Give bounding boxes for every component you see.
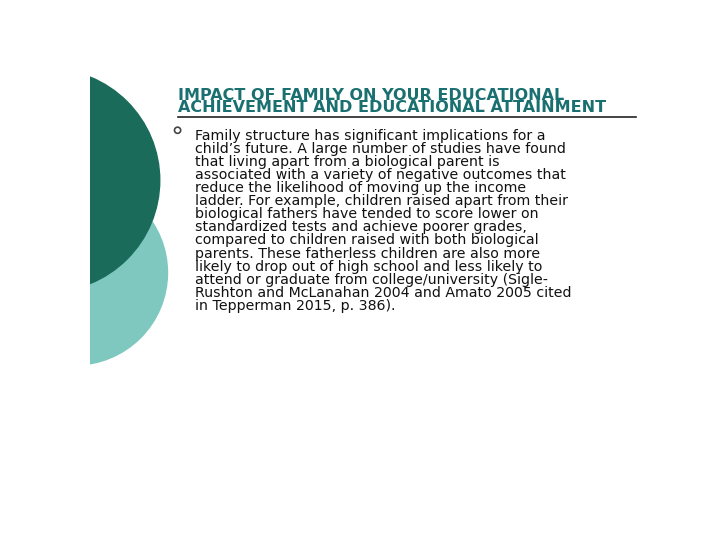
Text: attend or graduate from college/university (Sigle-: attend or graduate from college/universi… bbox=[195, 273, 549, 287]
Text: child’s future. A large number of studies have found: child’s future. A large number of studie… bbox=[195, 142, 566, 156]
Text: in Tepperman 2015, p. 386).: in Tepperman 2015, p. 386). bbox=[195, 299, 396, 313]
Circle shape bbox=[0, 180, 168, 365]
Text: compared to children raised with both biological: compared to children raised with both bi… bbox=[195, 233, 539, 247]
Text: standardized tests and achieve poorer grades,: standardized tests and achieve poorer gr… bbox=[195, 220, 527, 234]
Text: reduce the likelihood of moving up the income: reduce the likelihood of moving up the i… bbox=[195, 181, 526, 195]
Text: biological fathers have tended to score lower on: biological fathers have tended to score … bbox=[195, 207, 539, 221]
Text: that living apart from a biological parent is: that living apart from a biological pare… bbox=[195, 155, 500, 169]
Text: Family structure has significant implications for a: Family structure has significant implica… bbox=[195, 129, 546, 143]
Text: parents. These fatherless children are also more: parents. These fatherless children are a… bbox=[195, 247, 541, 260]
Text: likely to drop out of high school and less likely to: likely to drop out of high school and le… bbox=[195, 260, 543, 274]
Text: associated with a variety of negative outcomes that: associated with a variety of negative ou… bbox=[195, 168, 566, 182]
Circle shape bbox=[0, 69, 160, 292]
Text: Rushton and McLanahan 2004 and Amato 2005 cited: Rushton and McLanahan 2004 and Amato 200… bbox=[195, 286, 572, 300]
Text: ladder. For example, children raised apart from their: ladder. For example, children raised apa… bbox=[195, 194, 568, 208]
Text: ACHIEVEMENT AND EDUCATIONAL ATTAINMENT: ACHIEVEMENT AND EDUCATIONAL ATTAINMENT bbox=[178, 100, 606, 115]
Text: IMPACT OF FAMILY ON YOUR EDUCATIONAL: IMPACT OF FAMILY ON YOUR EDUCATIONAL bbox=[178, 88, 564, 103]
